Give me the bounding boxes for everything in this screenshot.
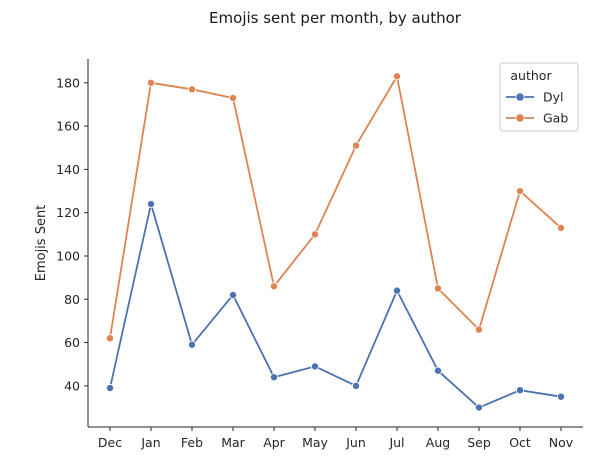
- series-layer: [106, 72, 566, 412]
- data-point: [146, 200, 155, 209]
- legend-marker: [515, 92, 525, 102]
- legend: author Dyl Gab: [499, 62, 579, 132]
- data-point: [392, 286, 401, 295]
- data-point: [146, 78, 155, 87]
- legend-title: author: [510, 68, 552, 83]
- y-axis-label: Emojis Sent: [34, 205, 49, 282]
- data-point: [474, 403, 483, 412]
- data-point: [474, 325, 483, 334]
- series-line: [109, 203, 562, 409]
- y-tick-label: 40: [64, 378, 80, 393]
- legend-item-dyl: Dyl: [506, 90, 564, 105]
- x-tick-label: Jul: [388, 435, 404, 450]
- x-tick-label: May: [302, 435, 328, 450]
- y-tick-label: 120: [56, 205, 80, 220]
- data-point: [433, 284, 442, 293]
- axes: [87, 59, 583, 428]
- x-ticks: Dec Jan Feb Mar Apr May Jun Jul Aug Sep Oct Nov: [98, 427, 574, 450]
- y-tick-label: 140: [56, 162, 80, 177]
- x-tick-label: Mar: [221, 435, 245, 450]
- legend-marker: [515, 113, 525, 123]
- legend-label: Dyl: [543, 90, 564, 105]
- data-point: [106, 334, 115, 343]
- x-tick-label: Sep: [467, 435, 491, 450]
- x-tick-label: Dec: [98, 435, 122, 450]
- y-tick-label: 160: [56, 119, 80, 134]
- x-tick-label: Oct: [509, 435, 531, 450]
- x-tick-label: Nov: [549, 435, 574, 450]
- data-point: [187, 85, 196, 94]
- data-point: [228, 93, 237, 102]
- x-tick-label: Feb: [181, 435, 203, 450]
- series-gab: [106, 72, 566, 343]
- data-point: [516, 187, 525, 196]
- y-tick-label: 180: [56, 75, 80, 90]
- data-point: [351, 381, 360, 390]
- legend-items: Dyl Gab: [506, 90, 568, 126]
- x-tick-label: Jan: [140, 435, 160, 450]
- data-point: [187, 340, 196, 349]
- data-point: [557, 392, 566, 401]
- data-point: [351, 141, 360, 150]
- y-tick-label: 100: [56, 248, 80, 263]
- x-tick-label: Aug: [426, 435, 450, 450]
- data-point: [516, 386, 525, 395]
- y-ticks: 40 60 80 100 120 140 160 180: [56, 75, 88, 393]
- legend-item-gab: Gab: [506, 111, 568, 126]
- y-tick-label: 80: [64, 292, 80, 307]
- data-point: [269, 282, 278, 291]
- legend-label: Gab: [543, 111, 568, 126]
- data-point: [557, 223, 566, 232]
- data-point: [228, 290, 237, 299]
- x-tick-label: Jun: [345, 435, 366, 450]
- data-point: [392, 72, 401, 81]
- series-dyl: [106, 200, 566, 412]
- data-point: [106, 384, 115, 393]
- chart-title: Emojis sent per month, by author: [209, 9, 462, 27]
- y-tick-label: 60: [64, 335, 80, 350]
- data-point: [310, 362, 319, 371]
- series-line: [109, 75, 562, 339]
- x-tick-label: Apr: [263, 435, 285, 450]
- data-point: [433, 366, 442, 375]
- data-point: [310, 230, 319, 239]
- data-point: [269, 373, 278, 382]
